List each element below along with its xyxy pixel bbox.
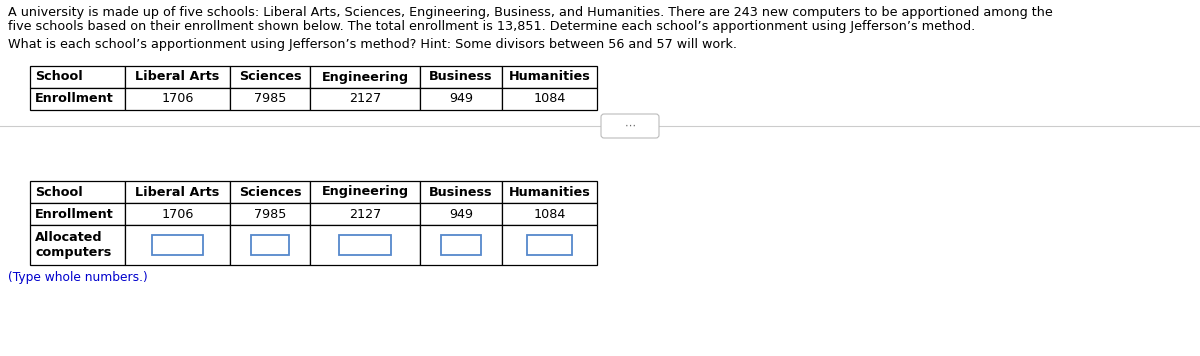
Bar: [502, 66, 598, 88]
Bar: [30, 203, 125, 225]
Bar: [420, 225, 502, 265]
Bar: [30, 66, 125, 88]
Text: Business: Business: [430, 185, 493, 199]
Bar: [251, 235, 289, 255]
Bar: [30, 225, 125, 265]
Bar: [30, 88, 125, 110]
Bar: [502, 203, 598, 225]
Bar: [230, 88, 310, 110]
Text: Allocated
computers: Allocated computers: [35, 231, 112, 259]
Bar: [310, 88, 420, 110]
Bar: [310, 225, 420, 265]
Text: Humanities: Humanities: [509, 185, 590, 199]
Text: Sciences: Sciences: [239, 70, 301, 84]
Text: 7985: 7985: [254, 93, 286, 105]
Text: A university is made up of five schools: Liberal Arts, Sciences, Engineering, Bu: A university is made up of five schools:…: [8, 6, 1052, 19]
Text: Engineering: Engineering: [322, 185, 408, 199]
Text: ⋯: ⋯: [624, 121, 636, 131]
Text: Liberal Arts: Liberal Arts: [136, 185, 220, 199]
Text: Engineering: Engineering: [322, 70, 408, 84]
Text: 2127: 2127: [349, 93, 382, 105]
Text: Business: Business: [430, 70, 493, 84]
Bar: [420, 88, 502, 110]
Text: Sciences: Sciences: [239, 185, 301, 199]
Text: 7985: 7985: [254, 208, 286, 220]
Bar: [230, 203, 310, 225]
Text: School: School: [35, 185, 83, 199]
Bar: [502, 225, 598, 265]
Text: Liberal Arts: Liberal Arts: [136, 70, 220, 84]
Text: 1084: 1084: [533, 208, 565, 220]
Bar: [502, 181, 598, 203]
Bar: [125, 181, 230, 203]
Text: 1706: 1706: [161, 208, 193, 220]
Text: Enrollment: Enrollment: [35, 93, 114, 105]
Text: (Type whole numbers.): (Type whole numbers.): [8, 271, 148, 284]
Text: 1706: 1706: [161, 93, 193, 105]
Bar: [310, 203, 420, 225]
Text: What is each school’s apportionment using Jefferson’s method? Hint: Some divisor: What is each school’s apportionment usin…: [8, 38, 737, 51]
Bar: [230, 66, 310, 88]
Bar: [420, 181, 502, 203]
Bar: [152, 235, 203, 255]
Bar: [310, 181, 420, 203]
Bar: [527, 235, 572, 255]
Bar: [125, 203, 230, 225]
Bar: [125, 66, 230, 88]
Bar: [442, 235, 481, 255]
Text: 2127: 2127: [349, 208, 382, 220]
Bar: [230, 225, 310, 265]
Bar: [230, 181, 310, 203]
Bar: [338, 235, 391, 255]
Text: 949: 949: [449, 93, 473, 105]
FancyBboxPatch shape: [601, 114, 659, 138]
Text: 1084: 1084: [533, 93, 565, 105]
Text: 949: 949: [449, 208, 473, 220]
Bar: [420, 66, 502, 88]
Text: School: School: [35, 70, 83, 84]
Bar: [125, 88, 230, 110]
Text: five schools based on their enrollment shown below. The total enrollment is 13,8: five schools based on their enrollment s…: [8, 20, 976, 33]
Bar: [30, 181, 125, 203]
Bar: [310, 66, 420, 88]
Bar: [125, 225, 230, 265]
Bar: [502, 88, 598, 110]
Text: Enrollment: Enrollment: [35, 208, 114, 220]
Bar: [420, 203, 502, 225]
Text: Humanities: Humanities: [509, 70, 590, 84]
